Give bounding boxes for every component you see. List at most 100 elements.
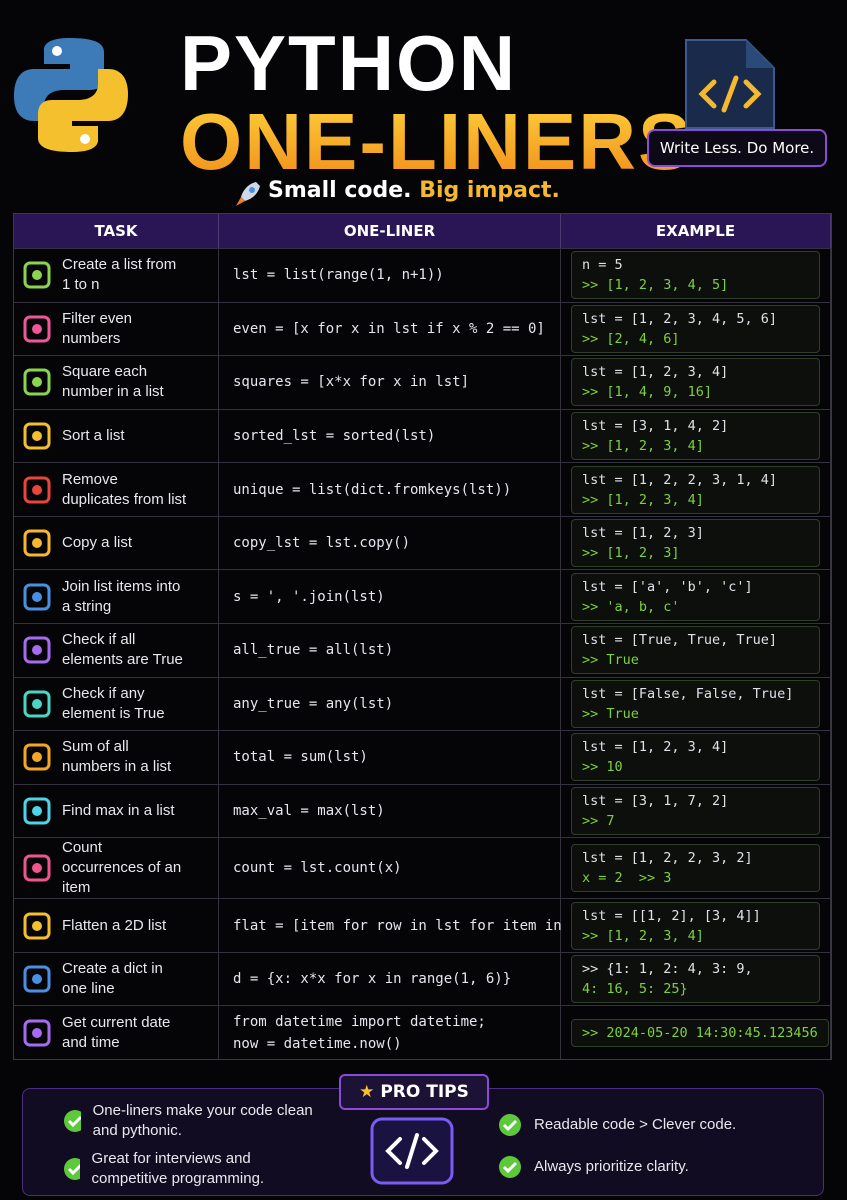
example-line: lst = [1, 2, 2, 3, 2] xyxy=(582,850,753,867)
code-line: unique = list(dict.fromkeys(lst)) xyxy=(233,481,512,498)
task-text: Flatten a 2D list xyxy=(62,916,167,934)
example-line: lst = [1, 2, 3, 4] xyxy=(582,364,729,381)
task-text: Sum of all numbers in a list xyxy=(62,738,172,776)
task-text: Check if all elements are True xyxy=(62,631,183,669)
code-line: d = {x: x*x for x in range(1, 6)} xyxy=(233,971,512,988)
task-text: Filter even numbers xyxy=(62,309,133,347)
example-line: lst = [3, 1, 7, 2] xyxy=(582,792,729,809)
example-line: lst = ['a', 'b', 'c'] xyxy=(582,578,753,595)
example-box: lst = ['a', 'b', 'c'] >> 'a, b, c' xyxy=(571,572,820,621)
example-cell: >> {1: 1, 2: 4, 3: 9, 4: 16, 5: 25} xyxy=(561,951,831,1006)
example-line: >> [1, 2, 3, 4] xyxy=(582,491,704,508)
task-cell: Check if all elements are True xyxy=(14,623,219,677)
example-line: lst = [3, 1, 4, 2] xyxy=(582,417,729,434)
code-line: now = datetime.now() xyxy=(233,1035,402,1052)
code-line: total = sum(lst) xyxy=(233,749,368,766)
example-box: n = 5 >> [1, 2, 3, 4, 5] xyxy=(571,251,820,300)
code-line: count = lst.count(x) xyxy=(233,860,402,877)
task-icon xyxy=(23,422,51,450)
example-cell: lst = [1, 2, 3, 4, 5, 6] >> [2, 4, 6] xyxy=(561,301,831,356)
task-icon xyxy=(23,1019,51,1047)
example-line: lst = [1, 2, 3, 4, 5, 6] xyxy=(582,310,778,327)
task-cell: Remove duplicates from list xyxy=(14,462,219,516)
example-box: lst = [True, True, True] >> True xyxy=(571,626,820,675)
example-line: lst = [1, 2, 3] xyxy=(582,525,704,542)
code-line: even = [x for x in lst if x % 2 == 0] xyxy=(233,320,545,337)
task-cell: Create a dict in one line xyxy=(14,951,219,1006)
example-line: >> 'a, b, c' xyxy=(582,598,680,615)
code-cell: d = {x: x*x for x in range(1, 6)} xyxy=(219,951,561,1006)
code-cell: lst = list(range(1, n+1)) xyxy=(219,248,561,302)
example-cell: lst = ['a', 'b', 'c'] >> 'a, b, c' xyxy=(561,569,831,623)
file-code-icon xyxy=(685,39,775,129)
task-icon xyxy=(23,797,51,825)
task-icon xyxy=(23,854,51,882)
example-cell: lst = [1, 2, 3] >> [1, 2, 3] xyxy=(561,515,831,570)
task-icon xyxy=(23,476,51,504)
tip-text: One-liners make your code clean and pyth… xyxy=(92,1102,313,1139)
code-cell: squares = [x*x for x in lst] xyxy=(219,355,561,409)
check-icon xyxy=(499,1156,521,1178)
example-cell: lst = [3, 1, 7, 2] >> 7 xyxy=(561,783,831,838)
example-line: n = 5 xyxy=(582,257,623,274)
example-line: >> 7 xyxy=(582,812,615,829)
column-header: EXAMPLE xyxy=(561,214,831,248)
example-box: lst = [1, 2, 2, 3, 1, 4] >> [1, 2, 3, 4] xyxy=(571,465,820,514)
task-cell: Get current date and time xyxy=(14,1005,219,1059)
table: TASK ONE-LINER EXAMPLE Create a list from 1… xyxy=(13,213,832,1060)
code-cell: any_true = any(lst) xyxy=(219,676,561,731)
code-cell: unique = list(dict.fromkeys(lst)) xyxy=(219,462,561,516)
task-text: Check if any element is True xyxy=(62,684,165,722)
code-cell: all_true = all(lst) xyxy=(219,623,561,677)
example-cell: lst = [1, 2, 3, 4] >> [1, 4, 9, 16] xyxy=(561,355,831,409)
task-text: Join list items into a string xyxy=(62,577,181,615)
task-icon xyxy=(23,529,51,557)
example-line: >> True xyxy=(582,652,639,669)
task-text: Count occurrences of an item xyxy=(62,839,182,897)
tip: Great for interviews and competitive pro… xyxy=(63,1149,323,1189)
task-icon xyxy=(23,743,51,771)
example-cell: lst = [3, 1, 4, 2] >> [1, 2, 3, 4] xyxy=(561,408,831,463)
example-box: lst = [1, 2, 3, 4] >> [1, 4, 9, 16] xyxy=(571,358,820,407)
subtitle-b: Big impact. xyxy=(419,178,560,203)
example-line: >> [1, 2, 3, 4, 5] xyxy=(582,277,729,294)
code-line: squares = [x*x for x in lst] xyxy=(233,374,470,391)
task-icon xyxy=(23,636,51,664)
title-accent: ONE-LINERS xyxy=(180,97,694,186)
example-box: lst = [1, 2, 3, 4] >> 10 xyxy=(571,733,820,782)
example-line: >> [1, 2, 3, 4] xyxy=(582,437,704,454)
example-line: lst = [[1, 2], [3, 4]] xyxy=(582,907,761,924)
task-text: Find max in a list xyxy=(62,801,175,819)
example-line: >> [1, 2, 3, 4] xyxy=(582,927,704,944)
example-cell: >> 2024-05-20 14:30:45.123456 xyxy=(561,1005,831,1059)
code-line: sorted_lst = sorted(lst) xyxy=(233,427,436,444)
code-line: any_true = any(lst) xyxy=(233,695,394,712)
python-logo xyxy=(14,38,128,152)
tip: One-liners make your code clean and pyth… xyxy=(63,1101,323,1141)
task-cell: Sum of all numbers in a list xyxy=(14,730,219,784)
check-icon xyxy=(499,1114,521,1136)
code-cell: s = ', '.join(lst) xyxy=(219,569,561,623)
code-cell: from datetime import datetime; now = date… xyxy=(219,1005,561,1059)
task-text: Create a list from 1 to n xyxy=(62,256,177,294)
column-header: TASK xyxy=(14,214,219,248)
example-line: lst = [1, 2, 2, 3, 1, 4] xyxy=(582,471,778,488)
example-line: lst = [False, False, True] xyxy=(582,685,794,702)
example-box: lst = [[1, 2], [3, 4]] >> [1, 2, 3, 4] xyxy=(571,901,820,950)
example-box: >> {1: 1, 2: 4, 3: 9, 4: 16, 5: 25} xyxy=(571,955,820,1004)
code-cell: even = [x for x in lst if x % 2 == 0] xyxy=(219,301,561,356)
example-box: lst = [3, 1, 4, 2] >> [1, 2, 3, 4] xyxy=(571,411,820,460)
example-line: >> [2, 4, 6] xyxy=(582,330,680,347)
example-box: >> 2024-05-20 14:30:45.123456 xyxy=(571,1018,829,1047)
task-cell: Filter even numbers xyxy=(14,301,219,356)
example-line: x = 2 >> 3 xyxy=(582,870,672,887)
example-line: >> {1: 1, 2: 4, 3: 9, xyxy=(582,961,753,978)
subtitle-a: Small code. xyxy=(268,178,412,203)
task-cell: Create a list from 1 to n xyxy=(14,248,219,302)
task-text: Remove duplicates from list xyxy=(62,470,187,508)
check-icon xyxy=(64,1158,80,1180)
code-cell: total = sum(lst) xyxy=(219,730,561,784)
tip-text: Always prioritize clarity. xyxy=(534,1158,689,1175)
code-icon xyxy=(370,1117,454,1185)
